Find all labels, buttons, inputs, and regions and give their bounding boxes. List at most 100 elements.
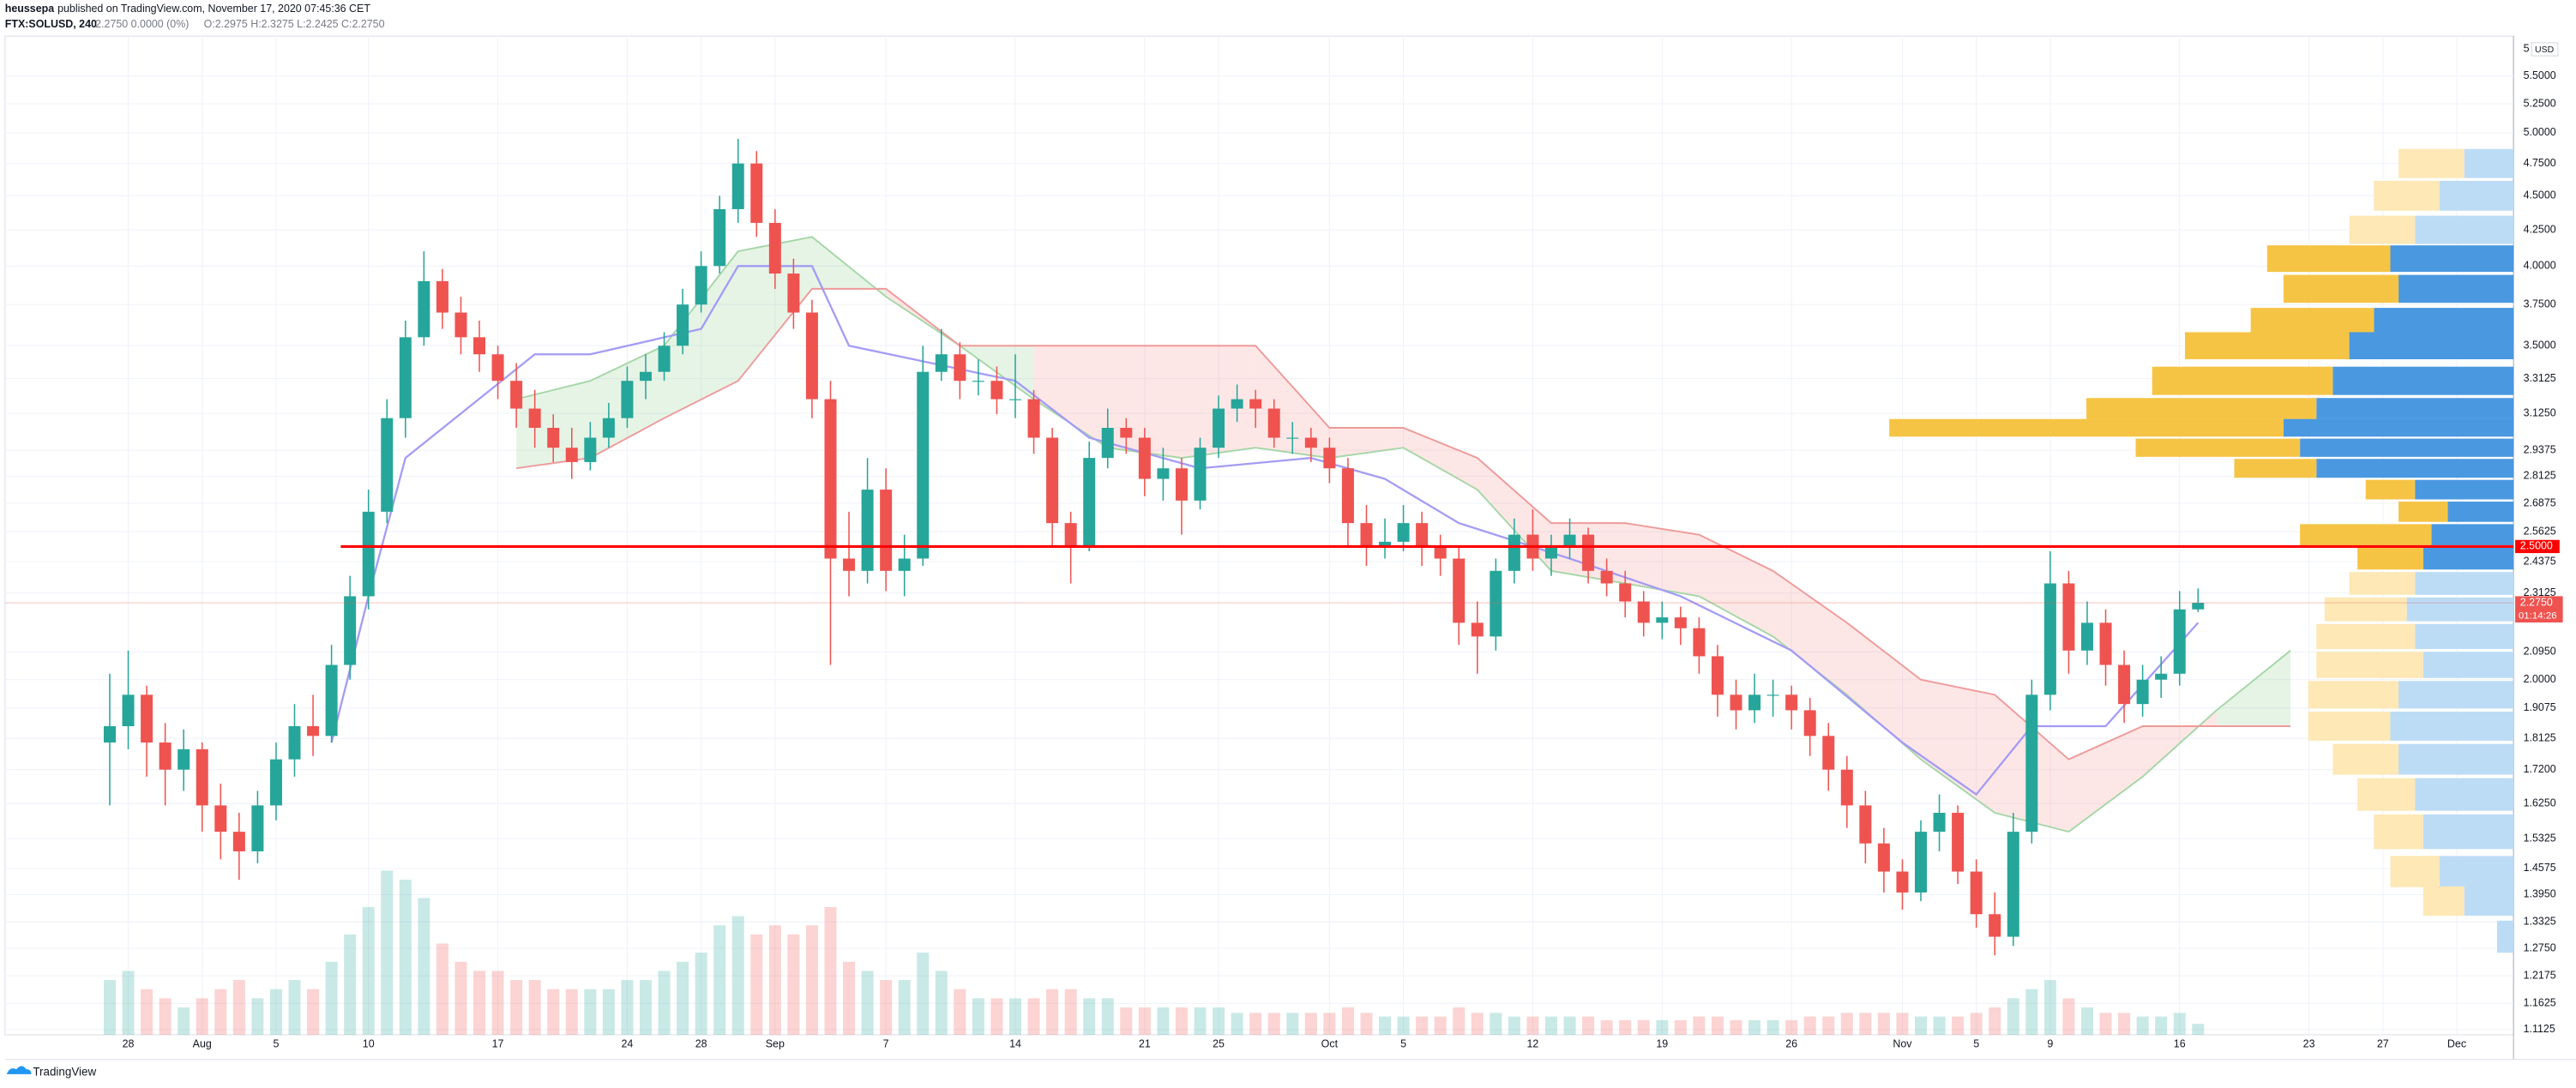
volume-bar [917,953,930,1035]
candle-body [307,725,320,736]
candle-body [2155,673,2168,680]
volume-bar [1840,1013,1853,1035]
y-tick-label: 1.3950 [2524,888,2556,900]
volume-bar [2136,1016,2149,1035]
volume-bar [1213,1007,1225,1035]
volume-bar [1730,1019,1742,1035]
axis-scale-button[interactable]: 5 [2524,43,2530,55]
candle-body [1582,534,1595,571]
volume-bar [269,989,282,1035]
profile-up [2300,438,2514,457]
x-tick-label: 26 [1785,1038,1797,1050]
candle-body [898,558,911,571]
volume-bar [1822,1016,1835,1035]
candle-body [122,694,135,726]
publisher: heussepa [5,3,54,15]
y-tick-label: 1.6250 [2524,797,2556,809]
candle-body [196,748,208,806]
volume-bar [2043,980,2056,1035]
profile-down [2266,245,2391,273]
candle-body [141,694,153,743]
profile-up [2398,743,2514,775]
candle-body [1267,408,1280,438]
profile-down [2398,148,2465,178]
candle-body [1840,769,1853,806]
volume-bar [1563,1016,1576,1035]
profile-up [2316,459,2514,478]
cloud-segment [1625,523,1700,597]
volume-bar [1637,1019,1650,1035]
x-tick-label: 28 [123,1038,135,1050]
candle-body [528,408,541,429]
candle-body [954,354,966,382]
candle-body [1656,617,1669,623]
profile-down [2357,778,2416,811]
candle-body [1416,523,1429,547]
y-tick-label: 1.8125 [2524,732,2556,744]
candle-body [2007,832,2019,937]
cloud-segment [1773,570,1847,695]
volume-bar [1766,1019,1779,1035]
candle-body [1249,399,1262,409]
volume-bar [1619,1019,1632,1035]
currency-box[interactable] [2531,42,2559,57]
volume-bar [565,989,578,1035]
volume-bar [1471,1013,1484,1035]
candle-body [1434,546,1447,559]
volume-bar [658,971,671,1035]
candle-body [1083,458,1096,547]
currency[interactable]: USD [2535,45,2555,55]
volume-bar [1989,1007,2001,1035]
candle-body [288,725,301,760]
volume-bar [251,998,264,1035]
profile-down [2423,886,2465,917]
volume-bar [2062,998,2075,1035]
cloud-segment [1033,346,1108,448]
volume-bar [2025,989,2038,1035]
volume-bar [1304,1013,1317,1035]
candle-body [2192,603,2205,610]
candle-body [935,354,948,372]
candle-body [639,371,652,382]
candle-body [1286,437,1299,439]
volume-bar [1267,1013,1280,1035]
profile-up [2390,712,2514,741]
candle-body [491,354,504,382]
profile-up [2447,502,2514,522]
volume-bar [954,989,966,1035]
profile-down [2135,438,2301,457]
candle-body [1341,468,1354,524]
x-tick-label: 27 [2377,1038,2389,1050]
candle-body [1304,437,1317,448]
candle-body [381,418,394,512]
candle-body [418,280,430,338]
profile-up [2332,366,2514,395]
candle-body [917,371,930,559]
candle-body [1138,437,1151,479]
profile-up [2439,180,2514,211]
y-tick-label: 4.7500 [2524,157,2556,169]
profile-up [2415,215,2514,244]
profile-down [2374,814,2423,850]
y-tick-label: 2.4375 [2524,555,2556,567]
volume-bar [103,980,116,1035]
candle-body [399,337,412,418]
volume-bar [935,971,948,1035]
span-a-line [515,236,2291,833]
volume-bar [1490,1013,1502,1035]
volume-bar [1693,1016,1706,1035]
candle-body [805,312,818,400]
volume-bar [1416,1016,1429,1035]
y-tick-label: 1.1125 [2524,1023,2555,1035]
volume-bar [1120,1007,1133,1035]
candle-body [2118,664,2131,705]
volume-bar [491,971,504,1035]
volume-bar [990,998,1003,1035]
volume-bar [1896,1013,1909,1035]
candle-body [731,163,744,209]
x-tick-label: 25 [1213,1038,1225,1050]
volume-bar [288,980,301,1035]
profile-down [2308,712,2391,741]
volume-bar [731,916,744,1035]
profile-down [2357,547,2423,570]
